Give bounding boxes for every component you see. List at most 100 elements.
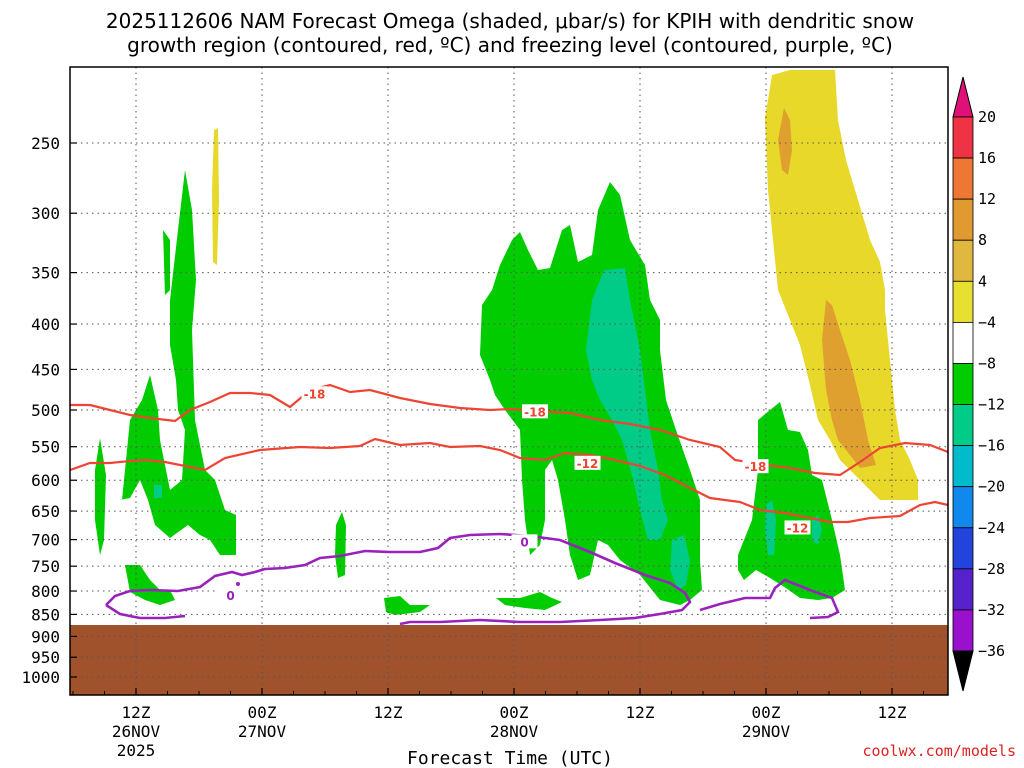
omega-region-c3 bbox=[670, 535, 690, 590]
omega-region-a2 bbox=[120, 170, 236, 555]
x-tick-label-time: 12Z bbox=[122, 703, 151, 722]
x-tick-label-time: 12Z bbox=[626, 703, 655, 722]
contour-label-bg bbox=[301, 386, 328, 401]
chart-title-line-2: growth region (contoured, red, ºC) and f… bbox=[127, 33, 893, 57]
y-tick-label: 950 bbox=[31, 648, 60, 667]
temperature-contours bbox=[69, 383, 949, 626]
y-axis: 250 300 350 400 450 500 550 600 650 700 750 800 850 9… bbox=[21, 134, 77, 687]
contour-label: -12 bbox=[787, 521, 809, 535]
contour-label: 0 bbox=[226, 589, 234, 603]
contour-label-bg bbox=[784, 520, 811, 535]
y-tick-label: 350 bbox=[31, 264, 60, 283]
colorbar-label: 4 bbox=[978, 272, 987, 290]
contour-label-bg bbox=[511, 534, 538, 549]
colorbar-label: −20 bbox=[978, 478, 1005, 496]
colorbar-swatch bbox=[952, 198, 974, 241]
omega-region-a5 bbox=[154, 485, 162, 498]
y-tick-label: 550 bbox=[31, 438, 60, 457]
y-tick-label: 1000 bbox=[21, 668, 60, 687]
omega-shading bbox=[70, 70, 948, 695]
contour-label-bg bbox=[574, 455, 601, 470]
colorbar-swatch bbox=[952, 280, 974, 323]
colorbar-swatch bbox=[952, 321, 974, 364]
omega-region-a1 bbox=[95, 438, 106, 555]
y-tick-label: 600 bbox=[31, 471, 60, 490]
y-tick-label: 800 bbox=[31, 582, 60, 601]
omega-region-positive-orange-top bbox=[778, 108, 792, 175]
y-tick-label: 450 bbox=[31, 360, 60, 379]
omega-region-d1 bbox=[738, 402, 845, 600]
colorbar-label: −32 bbox=[978, 601, 1005, 619]
colorbar-swatch bbox=[952, 527, 974, 570]
colorbar-swatch bbox=[952, 486, 974, 529]
y-tick-label: 700 bbox=[31, 531, 60, 550]
omega-region-a3 bbox=[163, 230, 170, 295]
colorbar-swatch bbox=[952, 116, 974, 159]
credit-text[interactable]: coolwx.com/models bbox=[862, 742, 1016, 760]
colorbar-label: −24 bbox=[978, 519, 1005, 537]
y-tick-label: 500 bbox=[31, 401, 60, 420]
plot-area: -18 -18 -12 -18 -12 0 0 bbox=[69, 66, 949, 696]
omega-region-b1 bbox=[335, 512, 346, 578]
x-tick-label-time: 00Z bbox=[500, 703, 529, 722]
contour-label-bg bbox=[522, 404, 548, 419]
colorbar-label: −36 bbox=[978, 642, 1005, 660]
colorbar-arrow-top bbox=[952, 76, 974, 118]
contour-minus-18 bbox=[70, 383, 949, 477]
x-tick-label-time: 12Z bbox=[374, 703, 403, 722]
y-tick-label: 300 bbox=[31, 204, 60, 223]
colorbar-swatch bbox=[952, 568, 974, 611]
y-tick-label: 250 bbox=[31, 134, 60, 153]
contour-0-dot bbox=[236, 582, 240, 586]
omega-region-positive-yellow bbox=[765, 70, 918, 500]
x-tick-label-date: 27NOV bbox=[238, 722, 287, 741]
contour-label: -12 bbox=[577, 457, 599, 471]
y-tick-label: 400 bbox=[31, 315, 60, 334]
colorbar-swatch bbox=[952, 445, 974, 488]
colorbar-label: −4 bbox=[978, 313, 996, 331]
omega-region-positive-orange bbox=[822, 300, 876, 468]
contour-label-bg bbox=[217, 587, 244, 602]
colorbar-label: 12 bbox=[978, 190, 996, 208]
omega-region-d3 bbox=[812, 515, 822, 545]
colorbar-label: 8 bbox=[978, 231, 987, 249]
x-tick-label-year: 2025 bbox=[117, 741, 156, 760]
colorbar-swatch bbox=[952, 609, 974, 652]
omega-region-yellow-small bbox=[212, 128, 219, 265]
colorbar-label: −16 bbox=[978, 437, 1005, 455]
omega-region-d2 bbox=[765, 500, 776, 555]
x-tick-label-date: 26NOV bbox=[112, 722, 161, 741]
colorbar-swatch bbox=[952, 404, 974, 447]
colorbar-swatch bbox=[952, 239, 974, 282]
colorbar-label: −12 bbox=[978, 396, 1005, 414]
contour-label: -18 bbox=[304, 387, 326, 401]
contour-label-bg bbox=[742, 459, 769, 474]
contour-labels: -18 -18 -12 -18 -12 0 0 bbox=[217, 386, 811, 603]
terrain-below-ground bbox=[70, 625, 948, 695]
contour-label: -18 bbox=[524, 405, 546, 419]
colorbar-swatch bbox=[952, 363, 974, 405]
colorbar-label: −28 bbox=[978, 560, 1005, 578]
omega-region-c2 bbox=[586, 268, 668, 540]
x-tick-label-date: 28NOV bbox=[490, 722, 539, 741]
contour-label: 0 bbox=[520, 535, 528, 549]
colorbar-arrow-bottom bbox=[952, 650, 974, 692]
y-tick-label: 650 bbox=[31, 502, 60, 521]
x-tick-label-time: 12Z bbox=[878, 703, 907, 722]
x-tick-label-date: 29NOV bbox=[742, 722, 791, 741]
omega-region-a4 bbox=[125, 565, 175, 605]
omega-region-b3 bbox=[496, 592, 562, 610]
contour-0 bbox=[105, 532, 840, 626]
contour-label: -18 bbox=[745, 460, 767, 474]
colorbar-swatch bbox=[952, 157, 974, 200]
y-tick-label: 900 bbox=[31, 627, 60, 646]
colorbar-label: 16 bbox=[978, 149, 996, 167]
chart-title-line-1: 2025112606 NAM Forecast Omega (shaded, μ… bbox=[106, 9, 914, 33]
y-tick-label: 750 bbox=[31, 557, 60, 576]
x-tick-label-time: 00Z bbox=[752, 703, 781, 722]
y-tick-label: 850 bbox=[31, 605, 60, 624]
colorbar-label: 20 bbox=[978, 108, 996, 126]
